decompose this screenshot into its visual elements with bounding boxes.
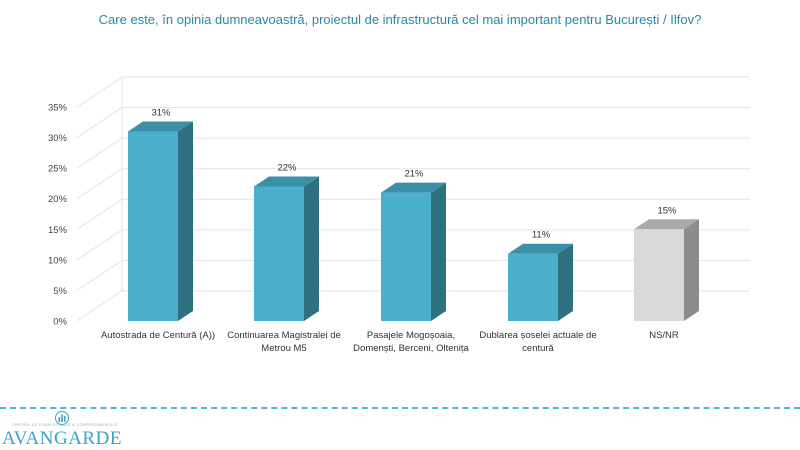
bar	[508, 243, 573, 321]
gridline-depth	[76, 107, 123, 138]
y-tick-label: 25%	[48, 164, 68, 175]
y-tick-label: 30%	[48, 133, 68, 144]
chart-title: Care este, în opinia dumneavoastră, proi…	[98, 12, 702, 27]
bar	[128, 121, 193, 321]
x-category-label-line: Autostrada de Centură (A))	[100, 330, 216, 341]
gridline-depth	[76, 229, 123, 261]
bar-front	[634, 229, 684, 321]
bar-top	[128, 121, 193, 132]
x-category-label-line: Metrou M5	[261, 343, 307, 354]
gridline-depth	[76, 290, 123, 322]
bar	[254, 176, 319, 321]
data-label: 15%	[657, 205, 677, 216]
bar-front	[128, 131, 178, 321]
gridline-depth	[76, 137, 123, 169]
bar-top	[254, 176, 319, 187]
x-category-label: Dublarea șoselei actuale de centură	[473, 329, 603, 355]
y-tick-label: 20%	[48, 194, 68, 205]
y-axis-ticks: 0% 5% 10% 15% 20% 25% 30% 35%	[48, 103, 68, 328]
y-tick-label: 10%	[48, 255, 68, 266]
x-category-label-line: Dublarea șoselei actuale de	[479, 330, 597, 341]
y-tick-label: 15%	[48, 225, 68, 236]
bar-top	[381, 182, 446, 193]
x-category-label-line: Pasajele Mogoșoaia,	[366, 330, 456, 341]
x-category-label-line: centură	[522, 343, 554, 354]
gridline-depth	[76, 260, 123, 291]
bar	[634, 219, 699, 321]
y-tick-label: 0%	[53, 317, 67, 328]
data-label: 21%	[404, 169, 424, 180]
gridline-depth	[76, 168, 123, 200]
bar-top	[634, 219, 699, 230]
x-category-label-line: NS/NR	[649, 330, 679, 341]
gridline-depth	[76, 198, 123, 230]
data-labels: 31% 22% 21% 11% 15%	[151, 107, 677, 240]
bar-front	[254, 186, 304, 321]
logo-wordmark: AVANGARDE	[2, 428, 122, 449]
bar	[381, 182, 446, 321]
gridline-depth	[76, 76, 123, 108]
bar-top	[508, 243, 573, 254]
avangarde-logo: CENTRUL DE STUDII SOCIALE ȘI COMPORTAMEN…	[2, 411, 122, 450]
y-tick-label: 35%	[48, 103, 68, 114]
bar-front	[381, 192, 431, 321]
x-category-label: Pasajele Mogoșoaia, Domenști, Berceni, Ol…	[346, 329, 476, 355]
x-category-label: NS/NR	[599, 329, 729, 342]
x-category-label-line: Domenști, Berceni, Oltenița	[353, 343, 469, 354]
footer-divider	[0, 407, 800, 409]
y-tick-label: 5%	[53, 286, 67, 297]
logo-tagline: CENTRUL DE STUDII SOCIALE ȘI COMPORTAMEN…	[12, 423, 118, 427]
data-label: 22%	[277, 162, 297, 173]
bar-side	[431, 182, 446, 321]
x-category-label-line: Continuarea Magistralei de	[227, 330, 341, 341]
bar-side	[684, 219, 699, 321]
logo-mark-icon	[55, 411, 69, 425]
x-category-label: Continuarea Magistralei de Metrou M5	[219, 329, 349, 355]
bar-side	[558, 243, 573, 321]
data-label: 11%	[532, 230, 551, 241]
x-category-label: Autostrada de Centură (A))	[93, 329, 223, 342]
bar-front	[508, 253, 558, 321]
bar-side	[304, 176, 319, 321]
chart-bars	[128, 121, 699, 321]
data-label: 31%	[151, 107, 171, 118]
bar-side	[178, 121, 193, 321]
